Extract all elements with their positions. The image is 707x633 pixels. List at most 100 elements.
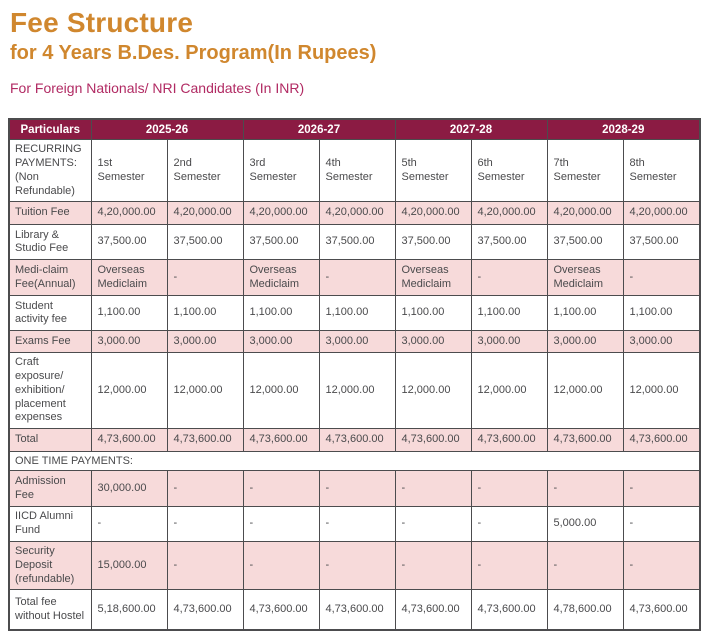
cell-security-deposit-sem8: -	[622, 541, 701, 591]
cell-craft-expenses-sem4: 12,000.00	[318, 352, 396, 430]
cell-mediclaim-fee-sem7: Overseas Mediclaim	[546, 259, 624, 297]
cell-admission-fee-sem7: -	[546, 470, 624, 508]
cell-tuition-fee-sem5: 4,20,000.00	[394, 201, 472, 226]
section-label-one-time-payments: ONE TIME PAYMENTS:	[8, 451, 701, 472]
cell-iicd-alumni-fund-sem8: -	[622, 506, 701, 543]
cell-library-studio-fee-sem2: 37,500.00	[166, 224, 244, 261]
cell-library-studio-fee-sem7: 37,500.00	[546, 224, 624, 261]
table-header-row: Particulars 2025-26 2026-27 2027-28 2028…	[8, 118, 701, 141]
cell-total-fee-without-hostel-sem2: 4,73,600.00	[166, 589, 244, 631]
cell-semester-header-sem7: 7th Semester	[546, 139, 624, 203]
cell-iicd-alumni-fund-sem7: 5,000.00	[546, 506, 624, 543]
cell-student-activity-fee-sem5: 1,100.00	[394, 295, 472, 332]
page-subtitle: for 4 Years B.Des. Program(In Rupees)	[10, 41, 377, 64]
cell-total-fee-without-hostel-sem6: 4,73,600.00	[470, 589, 548, 631]
row-label-library-studio-fee: Library & Studio Fee	[8, 224, 92, 261]
cell-library-studio-fee-sem8: 37,500.00	[622, 224, 701, 261]
cell-semester-header-sem8: 8th Semester	[622, 139, 701, 203]
table-row-total-fee-without-hostel: Total fee without Hostel 5,18,600.00 4,73,…	[8, 589, 701, 631]
cell-student-activity-fee-sem6: 1,100.00	[470, 295, 548, 332]
cell-total-sem4: 4,73,600.00	[318, 428, 396, 453]
cell-tuition-fee-sem2: 4,20,000.00	[166, 201, 244, 226]
row-label-admission-fee: Admission Fee	[8, 470, 92, 508]
cell-mediclaim-fee-sem1: Overseas Mediclaim	[90, 259, 168, 297]
cell-student-activity-fee-sem1: 1,100.00	[90, 295, 168, 332]
table-row-security-deposit: Security Deposit (refundable) 15,000.00- -…	[8, 541, 701, 591]
cell-admission-fee-sem5: -	[394, 470, 472, 508]
cell-exams-fee-sem3: 3,000.00	[242, 330, 320, 354]
cell-mediclaim-fee-sem5: Overseas Mediclaim	[394, 259, 472, 297]
table-row-tuition-fee: Tuition Fee 4,20,000.00 4,20,000.00 4,20,00…	[8, 201, 701, 226]
fee-table-body: RECURRING PAYMENTS: (Non Refundable) 1st …	[8, 139, 701, 631]
cell-library-studio-fee-sem1: 37,500.00	[90, 224, 168, 261]
cell-craft-expenses-sem1: 12,000.00	[90, 352, 168, 430]
audience-line: For Foreign Nationals/ NRI Candidates (I…	[10, 79, 305, 96]
cell-total-fee-without-hostel-sem8: 4,73,600.00	[622, 589, 701, 631]
cell-exams-fee-sem6: 3,000.00	[470, 330, 548, 354]
cell-craft-expenses-sem5: 12,000.00	[394, 352, 472, 430]
cell-admission-fee-sem6: -	[470, 470, 548, 508]
cell-tuition-fee-sem1: 4,20,000.00	[90, 201, 168, 226]
row-label-craft-expenses: Craft exposure/ exhibition/ placement ex…	[8, 352, 92, 430]
row-label-total-fee-without-hostel: Total fee without Hostel	[8, 589, 92, 631]
table-row-craft-expenses: Craft exposure/ exhibition/ placement ex…	[8, 352, 701, 430]
row-label-mediclaim-fee: Medi-claim Fee(Annual)	[8, 259, 92, 297]
cell-craft-expenses-sem8: 12,000.00	[622, 352, 701, 430]
table-row-iicd-alumni-fund: IICD Alumni Fund - - - - - -5,000.00-	[8, 506, 701, 543]
row-label-tuition-fee: Tuition Fee	[8, 201, 92, 226]
table-row-one-time-payments-section: ONE TIME PAYMENTS:	[8, 451, 701, 472]
cell-exams-fee-sem1: 3,000.00	[90, 330, 168, 354]
cell-semester-header-sem5: 5th Semester	[394, 139, 472, 203]
cell-total-sem1: 4,73,600.00	[90, 428, 168, 453]
table-row-library-studio-fee: Library & Studio Fee 37,500.00 37,500.00 37…	[8, 224, 701, 261]
row-label-exams-fee: Exams Fee	[8, 330, 92, 354]
cell-admission-fee-sem8: -	[622, 470, 701, 508]
cell-total-sem7: 4,73,600.00	[546, 428, 624, 453]
cell-mediclaim-fee-sem6: -	[470, 259, 548, 297]
cell-iicd-alumni-fund-sem2: -	[166, 506, 244, 543]
cell-tuition-fee-sem6: 4,20,000.00	[470, 201, 548, 226]
cell-admission-fee-sem2: -	[166, 470, 244, 508]
cell-tuition-fee-sem7: 4,20,000.00	[546, 201, 624, 226]
cell-semester-header-sem1: 1st Semester	[90, 139, 168, 203]
table-row-total: Total 4,73,600.00 4,73,600.00 4,73,600.00 4,…	[8, 428, 701, 453]
cell-student-activity-fee-sem4: 1,100.00	[318, 295, 396, 332]
cell-total-sem8: 4,73,600.00	[622, 428, 701, 453]
cell-security-deposit-sem5: -	[394, 541, 472, 591]
cell-semester-header-sem4: 4th Semester	[318, 139, 396, 203]
cell-mediclaim-fee-sem3: Overseas Mediclaim	[242, 259, 320, 297]
cell-security-deposit-sem7: -	[546, 541, 624, 591]
cell-security-deposit-sem4: -	[318, 541, 396, 591]
cell-security-deposit-sem2: -	[166, 541, 244, 591]
cell-mediclaim-fee-sem8: -	[622, 259, 701, 297]
cell-total-fee-without-hostel-sem5: 4,73,600.00	[394, 589, 472, 631]
column-header-year-2028-29: 2028-29	[546, 118, 701, 141]
column-header-year-2026-27: 2026-27	[242, 118, 396, 141]
row-label-student-activity-fee: Student activity fee	[8, 295, 92, 332]
row-label-security-deposit: Security Deposit (refundable)	[8, 541, 92, 591]
cell-admission-fee-sem3: -	[242, 470, 320, 508]
cell-student-activity-fee-sem8: 1,100.00	[622, 295, 701, 332]
cell-craft-expenses-sem2: 12,000.00	[166, 352, 244, 430]
cell-total-fee-without-hostel-sem1: 5,18,600.00	[90, 589, 168, 631]
cell-security-deposit-sem3: -	[242, 541, 320, 591]
row-label-iicd-alumni-fund: IICD Alumni Fund	[8, 506, 92, 543]
cell-student-activity-fee-sem2: 1,100.00	[166, 295, 244, 332]
cell-library-studio-fee-sem3: 37,500.00	[242, 224, 320, 261]
column-header-year-2025-26: 2025-26	[90, 118, 244, 141]
cell-iicd-alumni-fund-sem5: -	[394, 506, 472, 543]
table-row-mediclaim-fee: Medi-claim Fee(Annual) Overseas Mediclaim…	[8, 259, 701, 297]
cell-student-activity-fee-sem3: 1,100.00	[242, 295, 320, 332]
cell-semester-header-sem2: 2nd Semester	[166, 139, 244, 203]
page-header: Fee Structure for 4 Years B.Des. Program…	[0, 0, 707, 96]
cell-iicd-alumni-fund-sem6: -	[470, 506, 548, 543]
cell-tuition-fee-sem3: 4,20,000.00	[242, 201, 320, 226]
cell-student-activity-fee-sem7: 1,100.00	[546, 295, 624, 332]
cell-library-studio-fee-sem4: 37,500.00	[318, 224, 396, 261]
table-row-exams-fee: Exams Fee 3,000.00 3,000.00 3,000.00 3,000.0…	[8, 330, 701, 354]
cell-exams-fee-sem8: 3,000.00	[622, 330, 701, 354]
cell-total-sem3: 4,73,600.00	[242, 428, 320, 453]
cell-tuition-fee-sem8: 4,20,000.00	[622, 201, 701, 226]
cell-admission-fee-sem4: -	[318, 470, 396, 508]
column-header-particulars: Particulars	[8, 118, 92, 141]
